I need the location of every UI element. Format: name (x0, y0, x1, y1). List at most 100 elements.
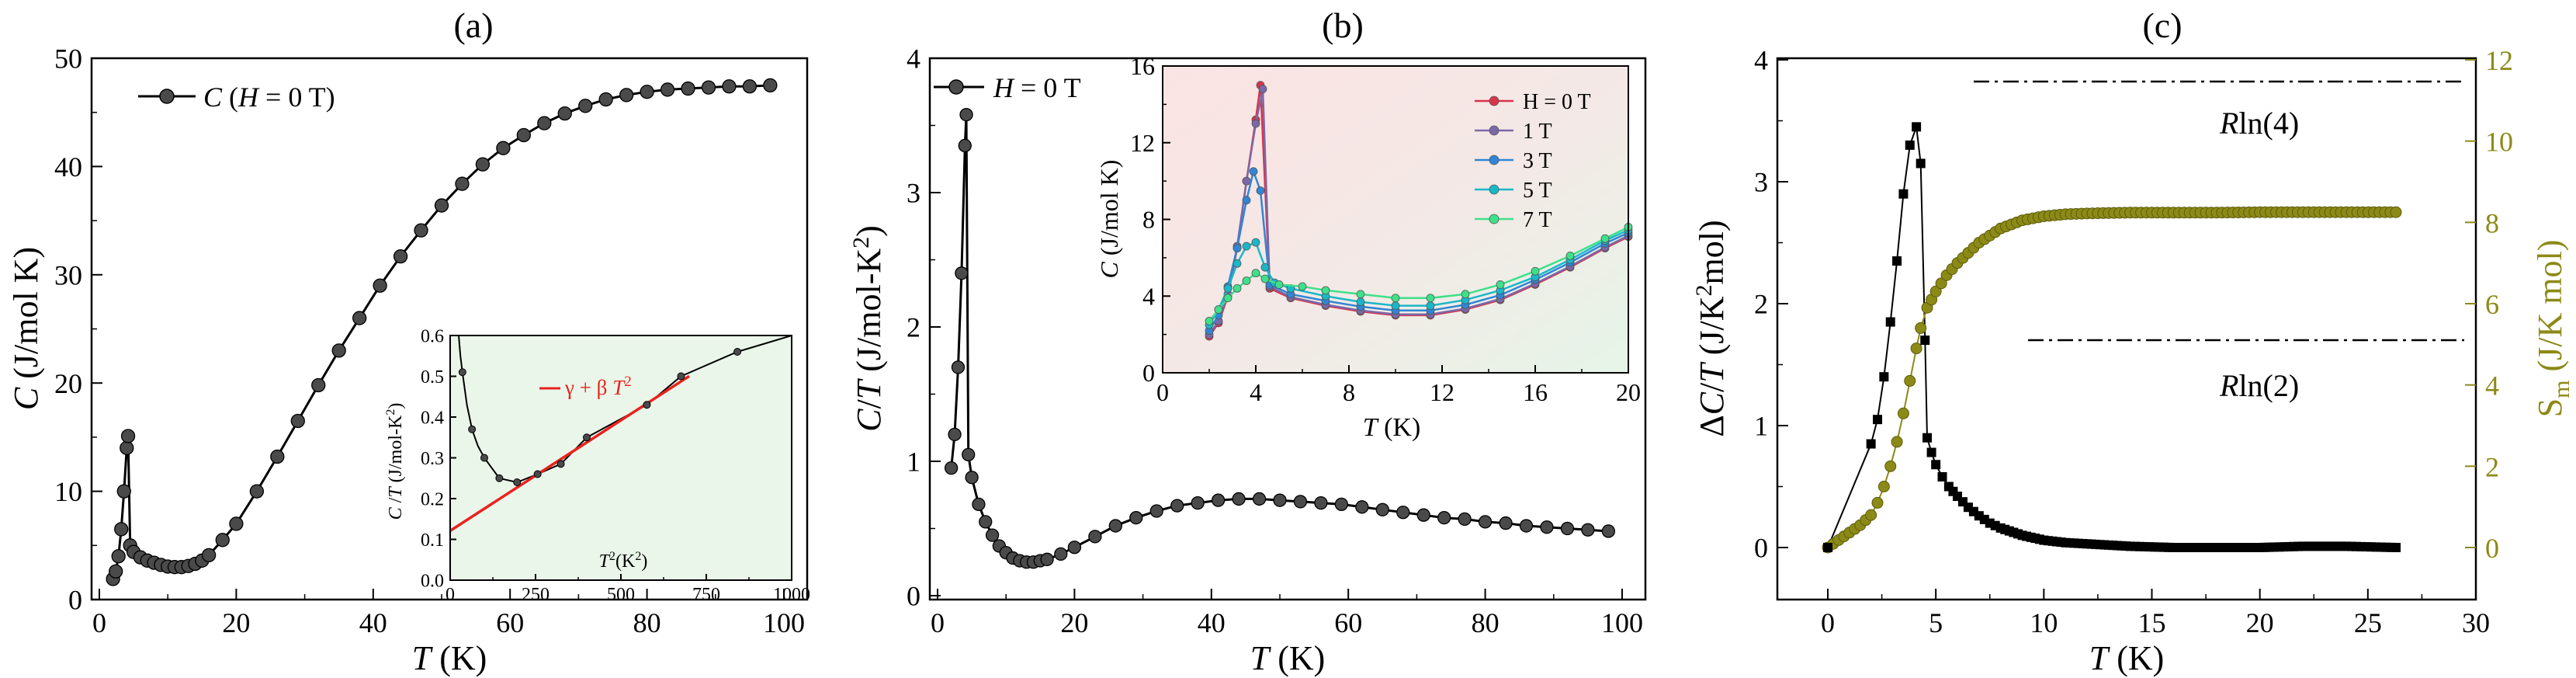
x-tick-label: 16 (1523, 378, 1548, 406)
data-point (1040, 552, 1054, 566)
inset-data-point (495, 474, 504, 482)
entropy-point (1871, 496, 1884, 509)
legend-label: 7 T (1523, 208, 1552, 232)
inset-data-point (1356, 290, 1365, 299)
legend-marker (1489, 214, 1499, 224)
data-point (1108, 519, 1122, 533)
legend-label: 3 T (1523, 149, 1552, 173)
data-point (120, 440, 134, 455)
x-tick-label: 20 (2246, 607, 2274, 638)
panel-a-inset-plot-area (449, 335, 792, 532)
data-point (979, 515, 993, 529)
data-point (557, 106, 572, 121)
y-tick-label: 8 (1142, 206, 1155, 234)
x-tick-label: 250 (522, 585, 550, 605)
y2-tick-label: 8 (2485, 207, 2499, 238)
data-point (1334, 497, 1349, 512)
panel-c-x-ticks: 0 5 10 15 20 25 30 (1821, 589, 2490, 638)
inset-data-point (1565, 252, 1575, 260)
data-point (120, 429, 136, 443)
inset-data-point (1251, 119, 1260, 128)
inset-data-point (1461, 290, 1470, 299)
data-point (1273, 493, 1287, 507)
inset-data-point (556, 460, 565, 468)
panel-b-inset-x-ticks: 0 4 8 12 16 20 (1156, 365, 1641, 406)
data-point (1499, 516, 1513, 530)
inset-data-point (1233, 244, 1242, 252)
data-point (958, 138, 972, 153)
panel-b-plot-area (944, 108, 1616, 569)
panel-c-annotations: Rln(4) Rln(2) (1974, 80, 2464, 403)
panel-c-label: (c) (2142, 5, 2182, 45)
inset-data-point (1249, 167, 1258, 176)
panel-c-y-axis-label: ΔC/T (J/K2mol) (1691, 220, 1731, 436)
inset-data-point (1426, 294, 1435, 303)
inset-data-point (1260, 263, 1270, 272)
inset-data-point (1356, 297, 1365, 307)
legend-marker (1489, 184, 1499, 195)
inset-data-point (677, 372, 685, 381)
data-point (1375, 502, 1389, 516)
y-tick-label: 3 (907, 178, 920, 209)
y-tick-label: 30 (54, 259, 82, 290)
panel-b-legend: H = 0 T (934, 72, 1081, 103)
delta-c-point (2391, 543, 2401, 552)
delta-c-point (1892, 256, 1902, 266)
inset-data-point (1391, 294, 1400, 303)
delta-c-point (1920, 336, 1930, 346)
entropy-point (1884, 460, 1897, 472)
y-tick-label: 12 (1130, 129, 1155, 157)
data-point (1149, 504, 1163, 518)
y-tick-label: 0 (1754, 533, 1768, 564)
data-point (414, 223, 428, 238)
panel-b-legend-text: H = 0 T (993, 72, 1081, 103)
data-point (331, 343, 346, 358)
entropy-point (1877, 481, 1890, 492)
data-point (944, 461, 959, 475)
data-point (1129, 511, 1143, 525)
y-tick-label: 1 (907, 447, 920, 478)
y-tick-label: 0.6 (421, 326, 444, 346)
data-point (496, 141, 511, 155)
data-point (1540, 520, 1554, 534)
data-point (951, 360, 966, 374)
delta-c-point (1937, 471, 1947, 482)
data-point (985, 528, 1000, 542)
x-tick-label: 0 (92, 607, 106, 638)
inset-data-line (458, 335, 792, 484)
delta-c-point (1885, 317, 1895, 327)
y2-tick-label: 12 (2485, 45, 2513, 76)
data-point (1416, 508, 1430, 522)
data-point (516, 127, 531, 143)
delta-c-point (1866, 439, 1876, 449)
y-tick-label: 0.4 (421, 408, 444, 428)
panel-a-legend: C (H = 0 T) (138, 82, 335, 113)
data-point (1293, 495, 1308, 509)
inset-data-point (1233, 283, 1242, 293)
y-tick-label: 0.0 (421, 571, 444, 591)
rln2-label: Rln(2) (2219, 368, 2299, 403)
y-tick-label: 3 (1754, 167, 1768, 198)
data-point (311, 377, 326, 393)
entropy-point (1910, 342, 1922, 355)
data-point (114, 522, 129, 537)
x-tick-label: 40 (359, 607, 387, 638)
delta-c-point (1916, 158, 1926, 169)
inset-data-point (480, 454, 488, 462)
x-tick-label: 0 (446, 585, 455, 605)
x-tick-label: 60 (496, 607, 524, 638)
inset-data-point (1496, 280, 1505, 289)
delta-c-point (1879, 372, 1889, 382)
panel-b-frame (928, 57, 1647, 601)
inset-data-point (1426, 301, 1435, 310)
x-tick-label: 5 (1929, 607, 1943, 638)
data-point (763, 78, 778, 92)
y-tick-label: 2 (1754, 289, 1768, 320)
data-point (201, 548, 217, 562)
data-point (959, 108, 973, 122)
data-point (1560, 521, 1575, 536)
x-tick-label: 750 (692, 585, 720, 605)
y2-tick-label: 6 (2485, 289, 2499, 320)
data-point (1232, 492, 1246, 506)
